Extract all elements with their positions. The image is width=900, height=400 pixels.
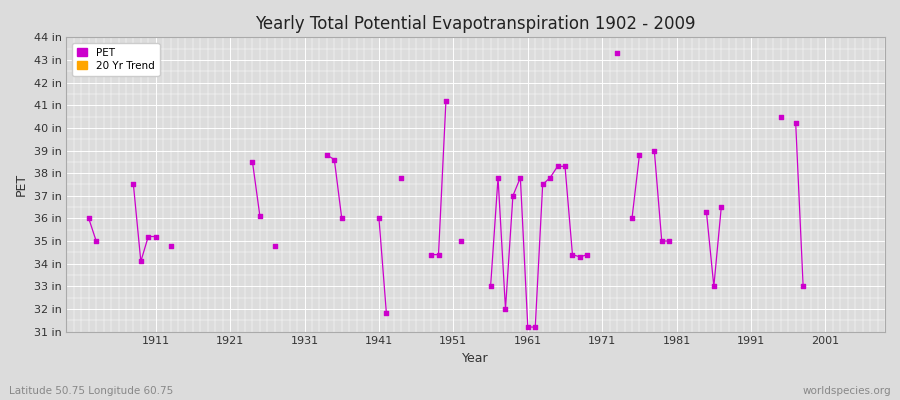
Point	[394, 174, 409, 181]
Text: Latitude 50.75 Longitude 60.75: Latitude 50.75 Longitude 60.75	[9, 386, 173, 396]
Point	[424, 252, 438, 258]
Point	[335, 215, 349, 222]
Point	[499, 306, 513, 312]
Point	[662, 238, 677, 244]
Point	[372, 215, 386, 222]
Point	[491, 174, 505, 181]
Point	[253, 213, 267, 219]
Point	[148, 233, 163, 240]
Point	[610, 50, 625, 56]
Point	[699, 208, 714, 215]
Point	[543, 174, 557, 181]
Point	[141, 233, 156, 240]
Point	[714, 204, 728, 210]
Point	[267, 242, 282, 249]
Point	[647, 147, 662, 154]
Point	[632, 152, 646, 158]
Point	[438, 98, 453, 104]
Point	[565, 252, 580, 258]
Point	[82, 215, 96, 222]
X-axis label: Year: Year	[463, 352, 489, 365]
Point	[454, 238, 468, 244]
Point	[89, 238, 104, 244]
Point	[572, 254, 587, 260]
Point	[520, 324, 535, 330]
Point	[246, 159, 260, 165]
Point	[796, 283, 810, 290]
Point	[536, 181, 550, 188]
Legend: PET, 20 Yr Trend: PET, 20 Yr Trend	[72, 42, 159, 76]
Point	[706, 283, 721, 290]
Point	[320, 152, 334, 158]
Point	[379, 310, 393, 317]
Point	[513, 174, 527, 181]
Point	[133, 258, 148, 265]
Point	[528, 324, 543, 330]
Point	[625, 215, 639, 222]
Point	[788, 120, 803, 126]
Point	[580, 252, 595, 258]
Point	[551, 163, 565, 170]
Text: worldspecies.org: worldspecies.org	[803, 386, 891, 396]
Point	[774, 113, 788, 120]
Point	[483, 283, 498, 290]
Point	[327, 156, 341, 163]
Point	[506, 192, 520, 199]
Title: Yearly Total Potential Evapotranspiration 1902 - 2009: Yearly Total Potential Evapotranspiratio…	[256, 15, 696, 33]
Point	[126, 181, 140, 188]
Point	[558, 163, 572, 170]
Point	[431, 252, 446, 258]
Point	[654, 238, 669, 244]
Point	[164, 242, 178, 249]
Y-axis label: PET: PET	[15, 173, 28, 196]
